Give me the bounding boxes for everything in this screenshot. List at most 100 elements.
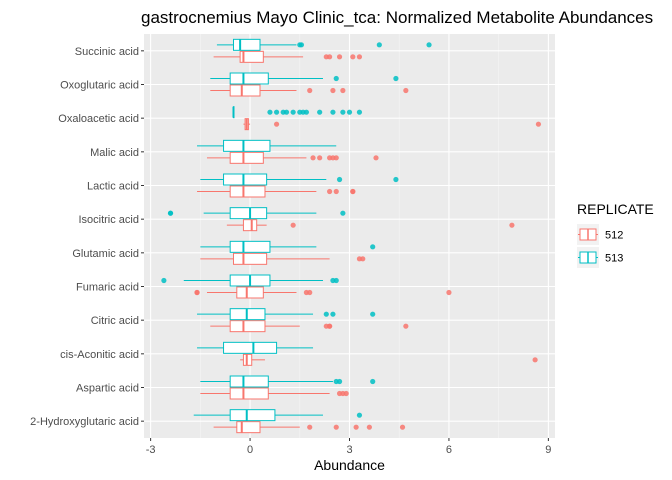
outlier-point (343, 390, 349, 397)
y-tick-label: Malic acid (90, 147, 139, 159)
outlier-point (323, 311, 329, 317)
y-tick-label: Oxoglutaric acid (60, 80, 139, 92)
outlier-point (273, 109, 280, 115)
box-513 (216, 38, 432, 51)
outlier-point (356, 412, 363, 418)
box-512 (226, 219, 515, 232)
outlier-point (333, 155, 339, 161)
box-iqr (236, 286, 264, 299)
y-tick-label: 2-Hydroxyglutaric acid (30, 416, 139, 428)
outlier-point (370, 378, 376, 385)
outlier-point (356, 54, 363, 60)
outlier-point (330, 87, 336, 94)
outlier-point (330, 109, 336, 115)
box-iqr (229, 409, 276, 422)
box-iqr (223, 341, 278, 354)
box-512 (200, 252, 366, 265)
outlier-point (310, 155, 316, 161)
box-iqr (229, 375, 269, 388)
outlier-point (317, 109, 323, 115)
y-tick-label: Fumaric acid (76, 282, 139, 294)
box-iqr (229, 320, 266, 333)
legend-entries: 512 513 (577, 224, 623, 268)
box-512 (210, 84, 409, 97)
box-513 (200, 375, 376, 388)
outlier-point (399, 424, 406, 430)
box-iqr (229, 72, 269, 85)
box-512 (210, 320, 409, 333)
outlier-point (353, 424, 359, 430)
outlier-point (336, 176, 343, 183)
box-513 (197, 139, 337, 152)
outlier-point (426, 42, 432, 48)
outlier-point (340, 109, 346, 115)
outlier-point (290, 109, 296, 115)
outlier-point (327, 188, 333, 195)
legend-title: REPLICATE (577, 201, 654, 217)
outlier-point (340, 210, 346, 216)
box-513 (161, 274, 339, 287)
box-513 (197, 308, 376, 321)
outlier-point (333, 188, 339, 195)
outlier-point (403, 87, 409, 94)
outlier-point (393, 75, 399, 82)
outlier-point (373, 155, 379, 161)
box-513 (200, 240, 376, 253)
box-513 (232, 106, 363, 119)
box-512 (206, 151, 379, 164)
outlier-point (350, 188, 356, 195)
box-iqr (236, 421, 261, 434)
box-iqr (232, 252, 268, 265)
outlier-point (360, 256, 366, 262)
outlier-point (307, 424, 313, 430)
outlier-point (194, 289, 200, 296)
outlier-point (307, 289, 313, 296)
y-axis: Succinic acid Oxoglutaric acid Oxaloacetic… (30, 46, 144, 428)
outlier-point (509, 222, 515, 228)
y-tick-label: Isocitric acid (78, 214, 139, 226)
y-tick-label: Glutamic acid (72, 248, 139, 260)
outlier-point (535, 121, 542, 127)
x-axis-label: Abundance (314, 457, 385, 473)
y-tick-label: Citric acid (91, 315, 139, 327)
box-513 (193, 409, 363, 422)
box-iqr (229, 185, 266, 198)
box-iqr (229, 84, 261, 97)
outlier-point (333, 424, 339, 430)
box-513 (167, 207, 346, 220)
x-tick-label: 0 (247, 444, 253, 456)
box-512 (240, 353, 538, 366)
outlier-point (336, 54, 343, 60)
box-iqr (239, 50, 264, 63)
outlier-point (366, 424, 372, 430)
outlier-point (333, 75, 339, 82)
outlier-point (403, 323, 409, 329)
legend: REPLICATE 512 513 (577, 201, 654, 268)
x-tick-label: 6 (446, 444, 452, 456)
outlier-point (333, 277, 339, 284)
y-tick-label: Oxaloacetic acid (58, 113, 139, 125)
box-iqr (229, 151, 264, 164)
x-tick-label: -3 (146, 444, 156, 456)
outlier-point (273, 121, 280, 127)
y-tick-label: Aspartic acid (76, 383, 139, 395)
outlier-point (330, 311, 336, 317)
outlier-point (298, 42, 305, 48)
outlier-point (283, 109, 290, 115)
outlier-point (290, 222, 296, 228)
outlier-point (376, 42, 382, 48)
legend-label: 513 (605, 253, 623, 265)
box-iqr (229, 240, 271, 253)
legend-label: 512 (605, 230, 623, 242)
box-512 (243, 118, 542, 131)
box-512 (213, 421, 406, 434)
outlier-point (532, 357, 538, 363)
box-iqr (223, 139, 271, 152)
box-512 (197, 185, 356, 198)
outlier-point (370, 244, 376, 250)
outlier-point (370, 311, 376, 317)
box-513 (200, 173, 399, 186)
box-513 (210, 72, 399, 85)
outlier-point (393, 176, 399, 183)
outlier-point (161, 277, 167, 284)
